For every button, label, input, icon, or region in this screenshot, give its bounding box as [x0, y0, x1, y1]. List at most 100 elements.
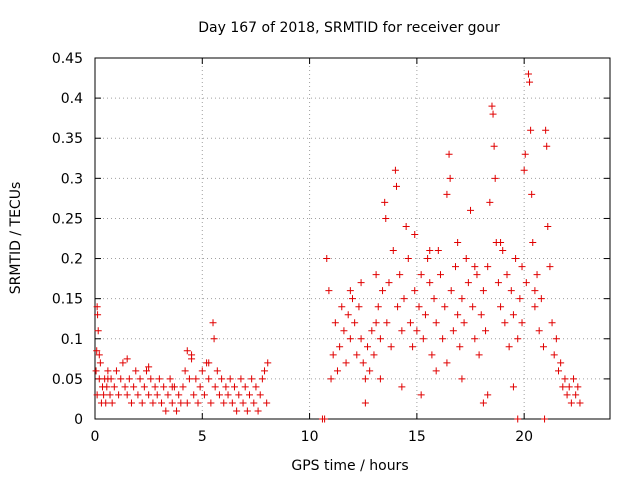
data-point — [95, 351, 103, 359]
data-point — [385, 279, 393, 287]
data-point — [218, 375, 226, 383]
data-point — [224, 391, 232, 399]
data-point — [417, 391, 425, 399]
data-point — [346, 287, 354, 295]
data-point — [458, 295, 466, 303]
x-tick-label: 15 — [408, 429, 426, 445]
data-point — [387, 343, 395, 351]
data-point — [108, 399, 116, 407]
data-point — [539, 343, 547, 351]
data-point — [552, 335, 560, 343]
data-point — [559, 383, 567, 391]
data-point — [505, 343, 513, 351]
data-point — [541, 415, 549, 423]
data-point — [196, 383, 204, 391]
data-point — [520, 166, 528, 174]
data-point — [537, 295, 545, 303]
data-point — [482, 327, 490, 335]
data-point — [226, 375, 234, 383]
data-point — [237, 375, 245, 383]
data-point — [379, 287, 387, 295]
data-point — [563, 391, 571, 399]
data-point — [138, 399, 146, 407]
data-point — [574, 383, 582, 391]
data-point — [104, 375, 112, 383]
data-point — [531, 287, 539, 295]
data-point — [561, 375, 569, 383]
data-point — [497, 239, 505, 247]
data-point — [239, 399, 247, 407]
data-point — [370, 351, 378, 359]
data-point — [521, 150, 529, 158]
data-point — [460, 319, 468, 327]
data-point — [119, 359, 127, 367]
data-point — [392, 182, 400, 190]
data-point — [200, 391, 208, 399]
data-point — [112, 367, 120, 375]
data-point — [567, 399, 575, 407]
data-point — [342, 359, 350, 367]
data-point — [132, 367, 140, 375]
data-point — [252, 383, 260, 391]
data-point — [518, 263, 526, 271]
data-point — [123, 355, 131, 363]
data-point — [93, 391, 101, 399]
data-point — [516, 295, 524, 303]
data-point — [544, 222, 552, 230]
data-point — [192, 375, 200, 383]
data-point — [499, 247, 507, 255]
data-point — [406, 319, 414, 327]
data-point — [376, 335, 384, 343]
data-point — [153, 391, 161, 399]
data-point — [419, 335, 427, 343]
data-point — [490, 142, 498, 150]
data-point — [488, 102, 496, 110]
data-point — [181, 367, 189, 375]
data-point — [151, 383, 159, 391]
data-point — [233, 407, 241, 415]
data-point — [125, 375, 133, 383]
data-point — [94, 311, 102, 319]
data-point — [446, 174, 454, 182]
data-point — [543, 142, 551, 150]
data-point — [477, 311, 485, 319]
data-point — [96, 359, 104, 367]
data-point — [426, 247, 434, 255]
data-point — [183, 399, 191, 407]
data-point — [164, 391, 172, 399]
data-point — [104, 367, 112, 375]
data-point — [147, 375, 155, 383]
data-point — [357, 335, 365, 343]
y-tick-label: 0.25 — [52, 211, 83, 227]
data-point — [376, 375, 384, 383]
data-point — [175, 391, 183, 399]
data-point — [415, 303, 423, 311]
data-point — [475, 351, 483, 359]
data-point — [462, 255, 470, 263]
data-point — [428, 351, 436, 359]
data-point — [383, 319, 391, 327]
x-tick-label: 10 — [301, 429, 319, 445]
data-point — [443, 190, 451, 198]
data-point — [340, 327, 348, 335]
data-point — [349, 295, 356, 303]
data-point — [123, 391, 131, 399]
data-point — [514, 335, 522, 343]
data-point — [409, 343, 417, 351]
data-point — [484, 263, 492, 271]
data-point — [467, 206, 475, 214]
data-point — [222, 383, 230, 391]
data-point — [372, 319, 380, 327]
data-point — [173, 407, 181, 415]
data-point — [528, 190, 536, 198]
data-point — [361, 375, 369, 383]
data-point — [439, 335, 447, 343]
data-point — [338, 303, 346, 311]
data-point — [331, 319, 339, 327]
data-point — [404, 255, 412, 263]
data-point — [179, 383, 187, 391]
data-point — [394, 303, 402, 311]
data-point — [527, 126, 535, 134]
data-point — [321, 415, 329, 423]
